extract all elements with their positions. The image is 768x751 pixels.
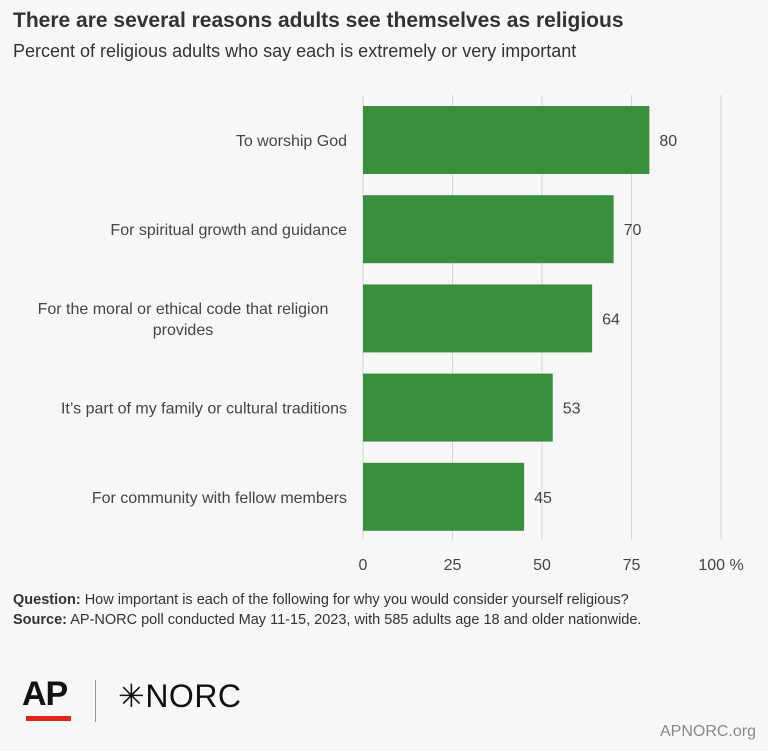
chart-title: There are several reasons adults see the…	[13, 9, 624, 32]
norc-logo-text: NORC	[145, 678, 242, 714]
category-label: For spiritual growth and guidance	[110, 222, 347, 239]
bar	[363, 106, 650, 174]
question-text: How important is each of the following f…	[80, 592, 629, 608]
x-tick-label: 75	[623, 557, 641, 574]
data-label: 70	[624, 222, 642, 239]
data-label: 64	[602, 311, 620, 328]
bar	[363, 195, 614, 264]
x-tick-label: 25	[444, 557, 462, 574]
data-label: 45	[534, 490, 552, 507]
x-tick-label: 100 %	[698, 557, 743, 574]
norc-logo: ✳NORC	[118, 677, 242, 715]
category-label: It’s part of my family or cultural tradi…	[61, 401, 347, 418]
bar	[363, 373, 553, 442]
source-label: Source:	[13, 612, 67, 628]
source-note: Source: AP-NORC poll conducted May 11-15…	[13, 612, 641, 628]
x-tick-label: 50	[533, 557, 551, 574]
source-text: AP-NORC poll conducted May 11-15, 2023, …	[67, 612, 642, 628]
norc-star-icon: ✳	[118, 678, 146, 714]
question-note: Question: How important is each of the f…	[13, 592, 629, 608]
question-label: Question:	[13, 592, 81, 608]
category-label: To worship God	[236, 133, 347, 150]
chart-subtitle: Percent of religious adults who say each…	[13, 41, 577, 61]
category-label: For the moral or ethical code that relig…	[38, 301, 329, 339]
bar	[363, 284, 593, 353]
x-tick-label: 0	[359, 557, 368, 574]
site-url: APNORC.org	[659, 723, 756, 740]
data-label: 53	[563, 401, 581, 418]
logo-divider	[95, 680, 96, 722]
category-label: For community with fellow members	[92, 490, 347, 507]
bar-chart: 0 25 50 75 100 % 80 To worship God 70 For spirit…	[38, 95, 744, 574]
ap-logo: AP	[22, 675, 68, 713]
data-label: 80	[659, 133, 677, 150]
ap-logo-accent	[26, 716, 71, 721]
bar	[363, 462, 525, 531]
